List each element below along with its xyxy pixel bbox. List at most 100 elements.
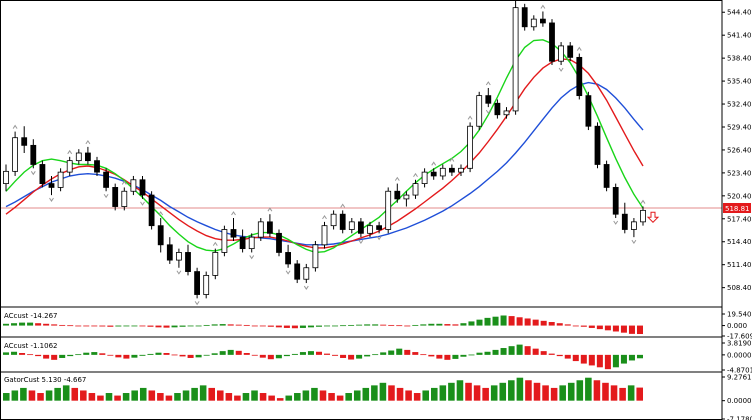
candle[interactable] [485,87,492,108]
candle[interactable] [603,160,610,192]
candle[interactable] [230,218,237,241]
gator-bar [80,390,87,401]
candle[interactable] [448,164,455,176]
candle[interactable] [385,187,392,234]
candle-body [494,102,501,116]
candle[interactable] [194,267,201,299]
candle[interactable] [303,263,310,284]
candle[interactable] [494,99,501,119]
candle[interactable] [75,149,82,165]
candle[interactable] [576,53,583,100]
candle[interactable] [21,126,28,153]
candle[interactable] [631,218,637,238]
candle-body [640,209,646,223]
alligator-jaw-line [5,81,644,246]
candle[interactable] [94,156,100,176]
candle[interactable] [540,11,546,27]
ac1-bar [572,325,579,327]
candle[interactable] [357,218,364,238]
candle[interactable] [175,248,182,268]
candle[interactable] [139,175,146,199]
candle[interactable] [330,210,337,230]
candle[interactable] [594,122,601,169]
candle[interactable] [121,187,128,211]
price-tick-label: 535.40 [727,78,752,86]
ac1-bar [91,325,98,327]
candle[interactable] [57,168,64,192]
fractal-up-icon [576,46,582,51]
ac1-bar [187,325,194,327]
candle[interactable] [339,210,346,234]
candle[interactable] [148,191,155,230]
candle[interactable] [348,218,355,234]
price-pane[interactable] [0,0,722,306]
ac1-bar [444,324,451,326]
candle[interactable] [458,164,464,176]
ac1-bar [211,324,218,326]
candle[interactable] [166,237,173,264]
candle[interactable] [130,175,137,196]
candle[interactable] [549,19,555,66]
candle[interactable] [530,15,537,31]
candle[interactable] [640,206,646,226]
ac2-bar [195,354,202,358]
candle[interactable] [512,0,519,115]
candle[interactable] [285,244,292,268]
ac2-bar [299,352,306,355]
candle[interactable] [221,225,228,257]
candle[interactable] [66,156,73,176]
candle[interactable] [439,164,446,180]
candle[interactable] [585,91,592,131]
ac1-bar [299,325,306,328]
candle[interactable] [85,146,91,165]
candle[interactable] [239,229,246,253]
candle[interactable] [312,240,319,272]
candle[interactable] [48,175,55,196]
candle[interactable] [185,244,191,276]
candle[interactable] [367,221,373,238]
candle[interactable] [12,131,19,176]
candle[interactable] [321,221,328,249]
candle[interactable] [430,168,437,180]
candle[interactable] [203,271,210,299]
candle[interactable] [212,248,219,280]
candle[interactable] [376,221,383,234]
ac1-bar [147,325,154,327]
candle[interactable] [3,164,9,192]
ac1-bar [596,325,603,330]
ac2-bar [131,354,138,358]
gator-bar [585,377,592,401]
candle[interactable] [467,122,474,173]
candle-body [476,95,483,127]
candle[interactable] [30,139,37,169]
candle[interactable] [394,183,401,203]
candle[interactable] [157,218,164,253]
ac2-bar [572,354,579,362]
candle[interactable] [621,202,628,234]
candle[interactable] [39,160,46,188]
candle[interactable] [248,233,255,253]
ac-indicator-pane-1[interactable] [3,315,643,335]
candle[interactable] [612,183,619,219]
candle[interactable] [521,3,528,31]
candle[interactable] [276,229,282,257]
ac1-bar [163,325,170,328]
gator-bar [114,395,121,401]
candle[interactable] [294,260,301,284]
candle[interactable] [421,168,428,188]
candle[interactable] [403,191,410,207]
gator-bar [97,395,104,401]
candle[interactable] [476,91,483,131]
gator-indicator-pane[interactable] [3,377,643,401]
candle[interactable] [412,179,419,199]
candle[interactable] [567,42,574,62]
candle[interactable] [558,42,564,66]
ac-indicator-pane-2[interactable] [3,344,643,370]
candle[interactable] [503,107,510,119]
candle[interactable] [103,168,109,192]
candle[interactable] [266,214,273,238]
candle[interactable] [112,183,119,211]
candle[interactable] [257,218,264,241]
